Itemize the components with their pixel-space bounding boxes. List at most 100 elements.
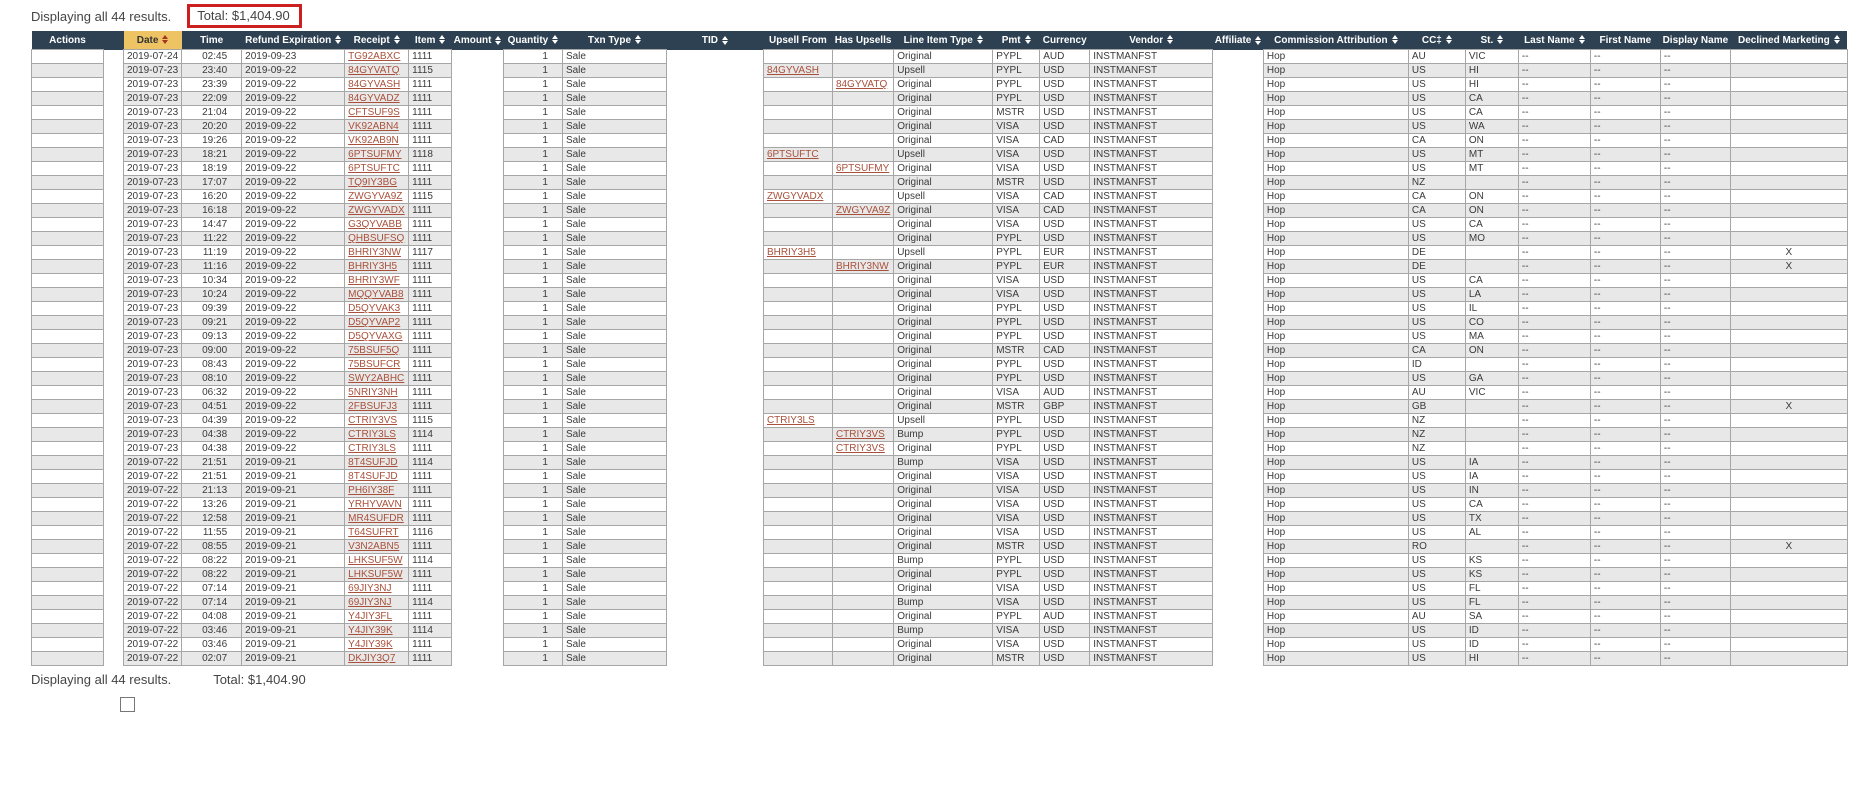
- column-header-date[interactable]: Date: [123, 31, 182, 50]
- column-header-pmt[interactable]: Pmt: [992, 31, 1040, 50]
- receipt-link[interactable]: 69JIY3NJ: [348, 597, 392, 608]
- has_upsells-link[interactable]: ZWGYVA9Z: [835, 205, 891, 216]
- receipt-link[interactable]: LHKSUF5W: [348, 569, 403, 580]
- receipt-link[interactable]: 2FBSUFJ3: [348, 401, 398, 412]
- cell-commission_attribution: Hop: [1262, 63, 1409, 78]
- upsell_from-link[interactable]: CTRIY3LS: [766, 415, 815, 426]
- upsell_from-link[interactable]: 6PTSUFTC: [766, 149, 819, 160]
- receipt-link[interactable]: 69JIY3NJ: [348, 583, 392, 594]
- receipt-link[interactable]: CTRIY3VS: [348, 415, 398, 426]
- receipt-link[interactable]: 84GYVADZ: [348, 93, 400, 104]
- column-header-st[interactable]: St.: [1465, 31, 1519, 50]
- receipt-link[interactable]: ZWGYVADX: [348, 205, 405, 216]
- receipt-link[interactable]: DKJIY3Q7: [348, 653, 396, 664]
- receipt-link[interactable]: 84GYVATQ: [348, 65, 400, 76]
- cell-amount: [451, 637, 504, 652]
- receipt-link[interactable]: TG92ABXC: [348, 51, 401, 62]
- receipt-link[interactable]: TQ9IY3BG: [348, 177, 398, 188]
- column-header-txn_type[interactable]: Txn Type: [562, 31, 667, 50]
- cell-first_name: --: [1589, 413, 1661, 428]
- column-header-amount[interactable]: Amount: [451, 31, 504, 50]
- has_upsells-link[interactable]: CTRIY3VS: [835, 429, 885, 440]
- column-header-affiliate[interactable]: Affiliate: [1212, 31, 1264, 50]
- receipt-link[interactable]: VK92ABN4: [348, 121, 399, 132]
- column-header-quantity[interactable]: Quantity: [503, 31, 563, 50]
- cell-item: 1111: [408, 315, 453, 330]
- cell-receipt: TQ9IY3BG: [344, 175, 410, 190]
- receipt-link[interactable]: V3N2ABN5: [348, 541, 400, 552]
- receipt-link[interactable]: D5QYVAK3: [348, 303, 401, 314]
- cell-quantity: 1: [502, 539, 563, 554]
- cell-receipt: 8T4SUFJD: [344, 455, 410, 470]
- column-header-tid[interactable]: TID: [666, 31, 764, 50]
- receipt-link[interactable]: G3QYVABB: [348, 219, 402, 230]
- receipt-link[interactable]: Y4JIY39K: [348, 625, 393, 636]
- cell-st: [1464, 441, 1519, 456]
- receipt-link[interactable]: SWY2ABHC: [348, 373, 405, 384]
- receipt-link[interactable]: CTRIY3LS: [348, 429, 396, 440]
- receipt-link[interactable]: BHRIY3NW: [348, 247, 401, 258]
- cell-time: 11:55: [181, 525, 243, 540]
- receipt-link[interactable]: 8T4SUFJD: [348, 471, 398, 482]
- cell-has_upsells: [831, 217, 895, 232]
- cell-vendor: INSTMANFST: [1089, 595, 1214, 610]
- receipt-link[interactable]: CTRIY3LS: [348, 443, 396, 454]
- checkbox[interactable]: [120, 697, 135, 712]
- upsell_from-link[interactable]: ZWGYVADX: [766, 191, 824, 202]
- receipt-link[interactable]: VK92AB9N: [348, 135, 399, 146]
- receipt-link[interactable]: YRHYVAVN: [348, 499, 402, 510]
- receipt-link[interactable]: QHBSUFSQ: [348, 233, 405, 244]
- upsell_from-link[interactable]: 84GYVASH: [766, 65, 819, 76]
- cell-vendor: INSTMANFST: [1089, 77, 1214, 92]
- column-header-line_item_type[interactable]: Line Item Type: [893, 31, 993, 50]
- has_upsells-link[interactable]: BHRIY3NW: [835, 261, 889, 272]
- receipt-link[interactable]: 5NRIY3NH: [348, 387, 398, 398]
- receipt-link[interactable]: ZWGYVA9Z: [348, 191, 403, 202]
- receipt-link[interactable]: 84GYVASH: [348, 79, 401, 90]
- receipt-link[interactable]: T64SUFRT: [348, 527, 399, 538]
- receipt-link[interactable]: BHRIY3WF: [348, 275, 400, 286]
- cell-declined_marketing: [1729, 567, 1848, 582]
- column-header-refund_expiration[interactable]: Refund Expiration: [241, 31, 345, 50]
- receipt-link[interactable]: Y4JIY39K: [348, 639, 393, 650]
- cell-tid: [665, 371, 764, 386]
- table-row: 2019-07-23 16:18 2019-09-22 ZWGYVADX 1111 1 Sa…: [31, 203, 1848, 218]
- receipt-link[interactable]: D5QYVAP2: [348, 317, 401, 328]
- has_upsells-link[interactable]: 6PTSUFMY: [835, 163, 890, 174]
- receipt-link[interactable]: 75BSUFCR: [348, 359, 401, 370]
- has_upsells-link[interactable]: 84GYVATQ: [835, 79, 888, 90]
- column-header-vendor[interactable]: Vendor: [1089, 31, 1213, 50]
- column-header-cc[interactable]: CC‡: [1408, 31, 1466, 50]
- column-header-declined_marketing[interactable]: Declined Marketing: [1730, 31, 1848, 50]
- receipt-link[interactable]: 75BSUF5Q: [348, 345, 400, 356]
- cell-refund_expiration: 2019-09-21: [241, 637, 346, 652]
- cell-cc: US: [1407, 329, 1466, 344]
- receipt-link[interactable]: CFTSUF9S: [348, 107, 400, 118]
- column-header-last_name[interactable]: Last Name: [1518, 31, 1591, 50]
- cell-display_name: --: [1659, 273, 1731, 288]
- receipt-link[interactable]: BHRIY3H5: [348, 261, 398, 272]
- cell-refund_expiration: 2019-09-22: [241, 273, 346, 288]
- receipt-link[interactable]: Y4JIY3FL: [348, 611, 393, 622]
- receipt-link[interactable]: 6PTSUFMY: [348, 149, 402, 160]
- receipt-link[interactable]: D5QYVAXG: [348, 331, 403, 342]
- cell-display_name: --: [1659, 609, 1731, 624]
- cell-first_name: --: [1589, 63, 1661, 78]
- receipt-link[interactable]: MQQYVAB8: [348, 289, 404, 300]
- receipt-link[interactable]: PH6IY38F: [348, 485, 395, 496]
- receipt-link[interactable]: 6PTSUFTC: [348, 163, 400, 174]
- has_upsells-link[interactable]: CTRIY3VS: [835, 443, 885, 454]
- column-header-commission_attribution[interactable]: Commission Attribution: [1263, 31, 1409, 50]
- column-header-receipt[interactable]: Receipt: [344, 31, 409, 50]
- cell-currency: USD: [1039, 413, 1091, 428]
- upsell_from-link[interactable]: BHRIY3H5: [766, 247, 816, 258]
- receipt-link[interactable]: MR4SUFDR: [348, 513, 404, 524]
- cell-st: [1464, 175, 1519, 190]
- cell-refund_expiration: 2019-09-22: [241, 399, 346, 414]
- cell-currency: USD: [1039, 427, 1091, 442]
- cell-currency: USD: [1039, 315, 1091, 330]
- cell-st: [1464, 539, 1519, 554]
- column-header-item[interactable]: Item: [408, 31, 452, 50]
- receipt-link[interactable]: LHKSUF5W: [348, 555, 403, 566]
- receipt-link[interactable]: 8T4SUFJD: [348, 457, 398, 468]
